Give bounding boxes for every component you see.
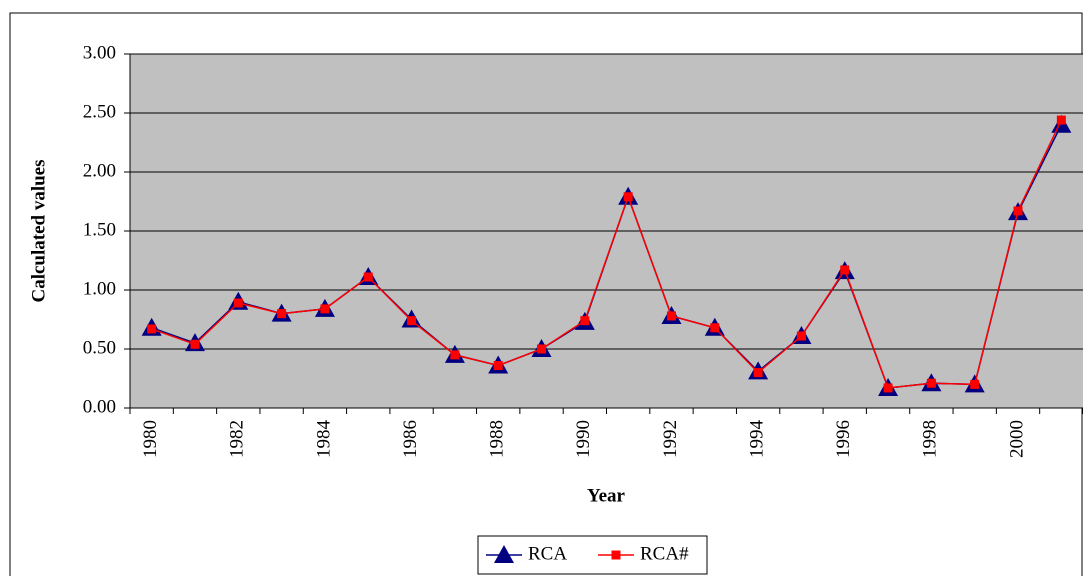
legend-label: RCA# bbox=[640, 543, 689, 564]
x-axis-title: Year bbox=[587, 485, 626, 506]
legend-label: RCA bbox=[528, 543, 567, 564]
data-point bbox=[407, 316, 417, 326]
y-tick-label: 3.00 bbox=[83, 42, 116, 63]
data-point bbox=[796, 331, 806, 341]
legend-marker bbox=[611, 550, 621, 560]
data-point bbox=[537, 344, 547, 354]
data-point bbox=[926, 378, 936, 388]
data-point bbox=[970, 379, 980, 389]
y-tick-label: 0.50 bbox=[83, 337, 116, 358]
x-tick-label: 1996 bbox=[833, 420, 854, 458]
x-tick-label: 1990 bbox=[573, 420, 594, 458]
x-tick-label: 1986 bbox=[400, 420, 421, 458]
data-point bbox=[277, 309, 287, 319]
data-point bbox=[666, 311, 676, 321]
data-point bbox=[840, 265, 850, 275]
data-point bbox=[493, 361, 503, 371]
y-tick-label: 2.00 bbox=[83, 160, 116, 181]
data-point bbox=[363, 272, 373, 282]
data-point bbox=[450, 350, 460, 360]
x-tick-label: 1994 bbox=[746, 420, 767, 459]
x-tick-label: 1998 bbox=[920, 420, 941, 458]
x-tick-label: 1988 bbox=[487, 420, 508, 458]
x-tick-label: 2000 bbox=[1006, 420, 1027, 458]
data-point bbox=[147, 324, 157, 334]
data-point bbox=[190, 339, 200, 349]
series-line bbox=[151, 119, 1063, 389]
y-tick-label: 0.00 bbox=[83, 396, 116, 417]
data-point bbox=[753, 368, 763, 378]
data-point bbox=[1056, 115, 1066, 125]
x-tick-label: 1980 bbox=[140, 420, 161, 458]
x-tick-label: 1982 bbox=[227, 420, 248, 458]
y-tick-label: 1.50 bbox=[83, 219, 116, 240]
data-point bbox=[1013, 206, 1023, 216]
y-tick-label: 2.50 bbox=[83, 101, 116, 122]
data-point bbox=[320, 304, 330, 314]
y-axis-title: Calculated values bbox=[28, 159, 49, 302]
y-tick-label: 1.00 bbox=[83, 278, 116, 299]
legend-marker bbox=[494, 545, 514, 563]
x-tick-label: 1984 bbox=[313, 420, 334, 459]
x-tick-label: 1992 bbox=[660, 420, 681, 458]
data-point bbox=[580, 316, 590, 326]
data-point bbox=[710, 323, 720, 333]
data-point bbox=[623, 192, 633, 202]
data-point bbox=[883, 383, 893, 393]
data-point bbox=[233, 298, 243, 308]
